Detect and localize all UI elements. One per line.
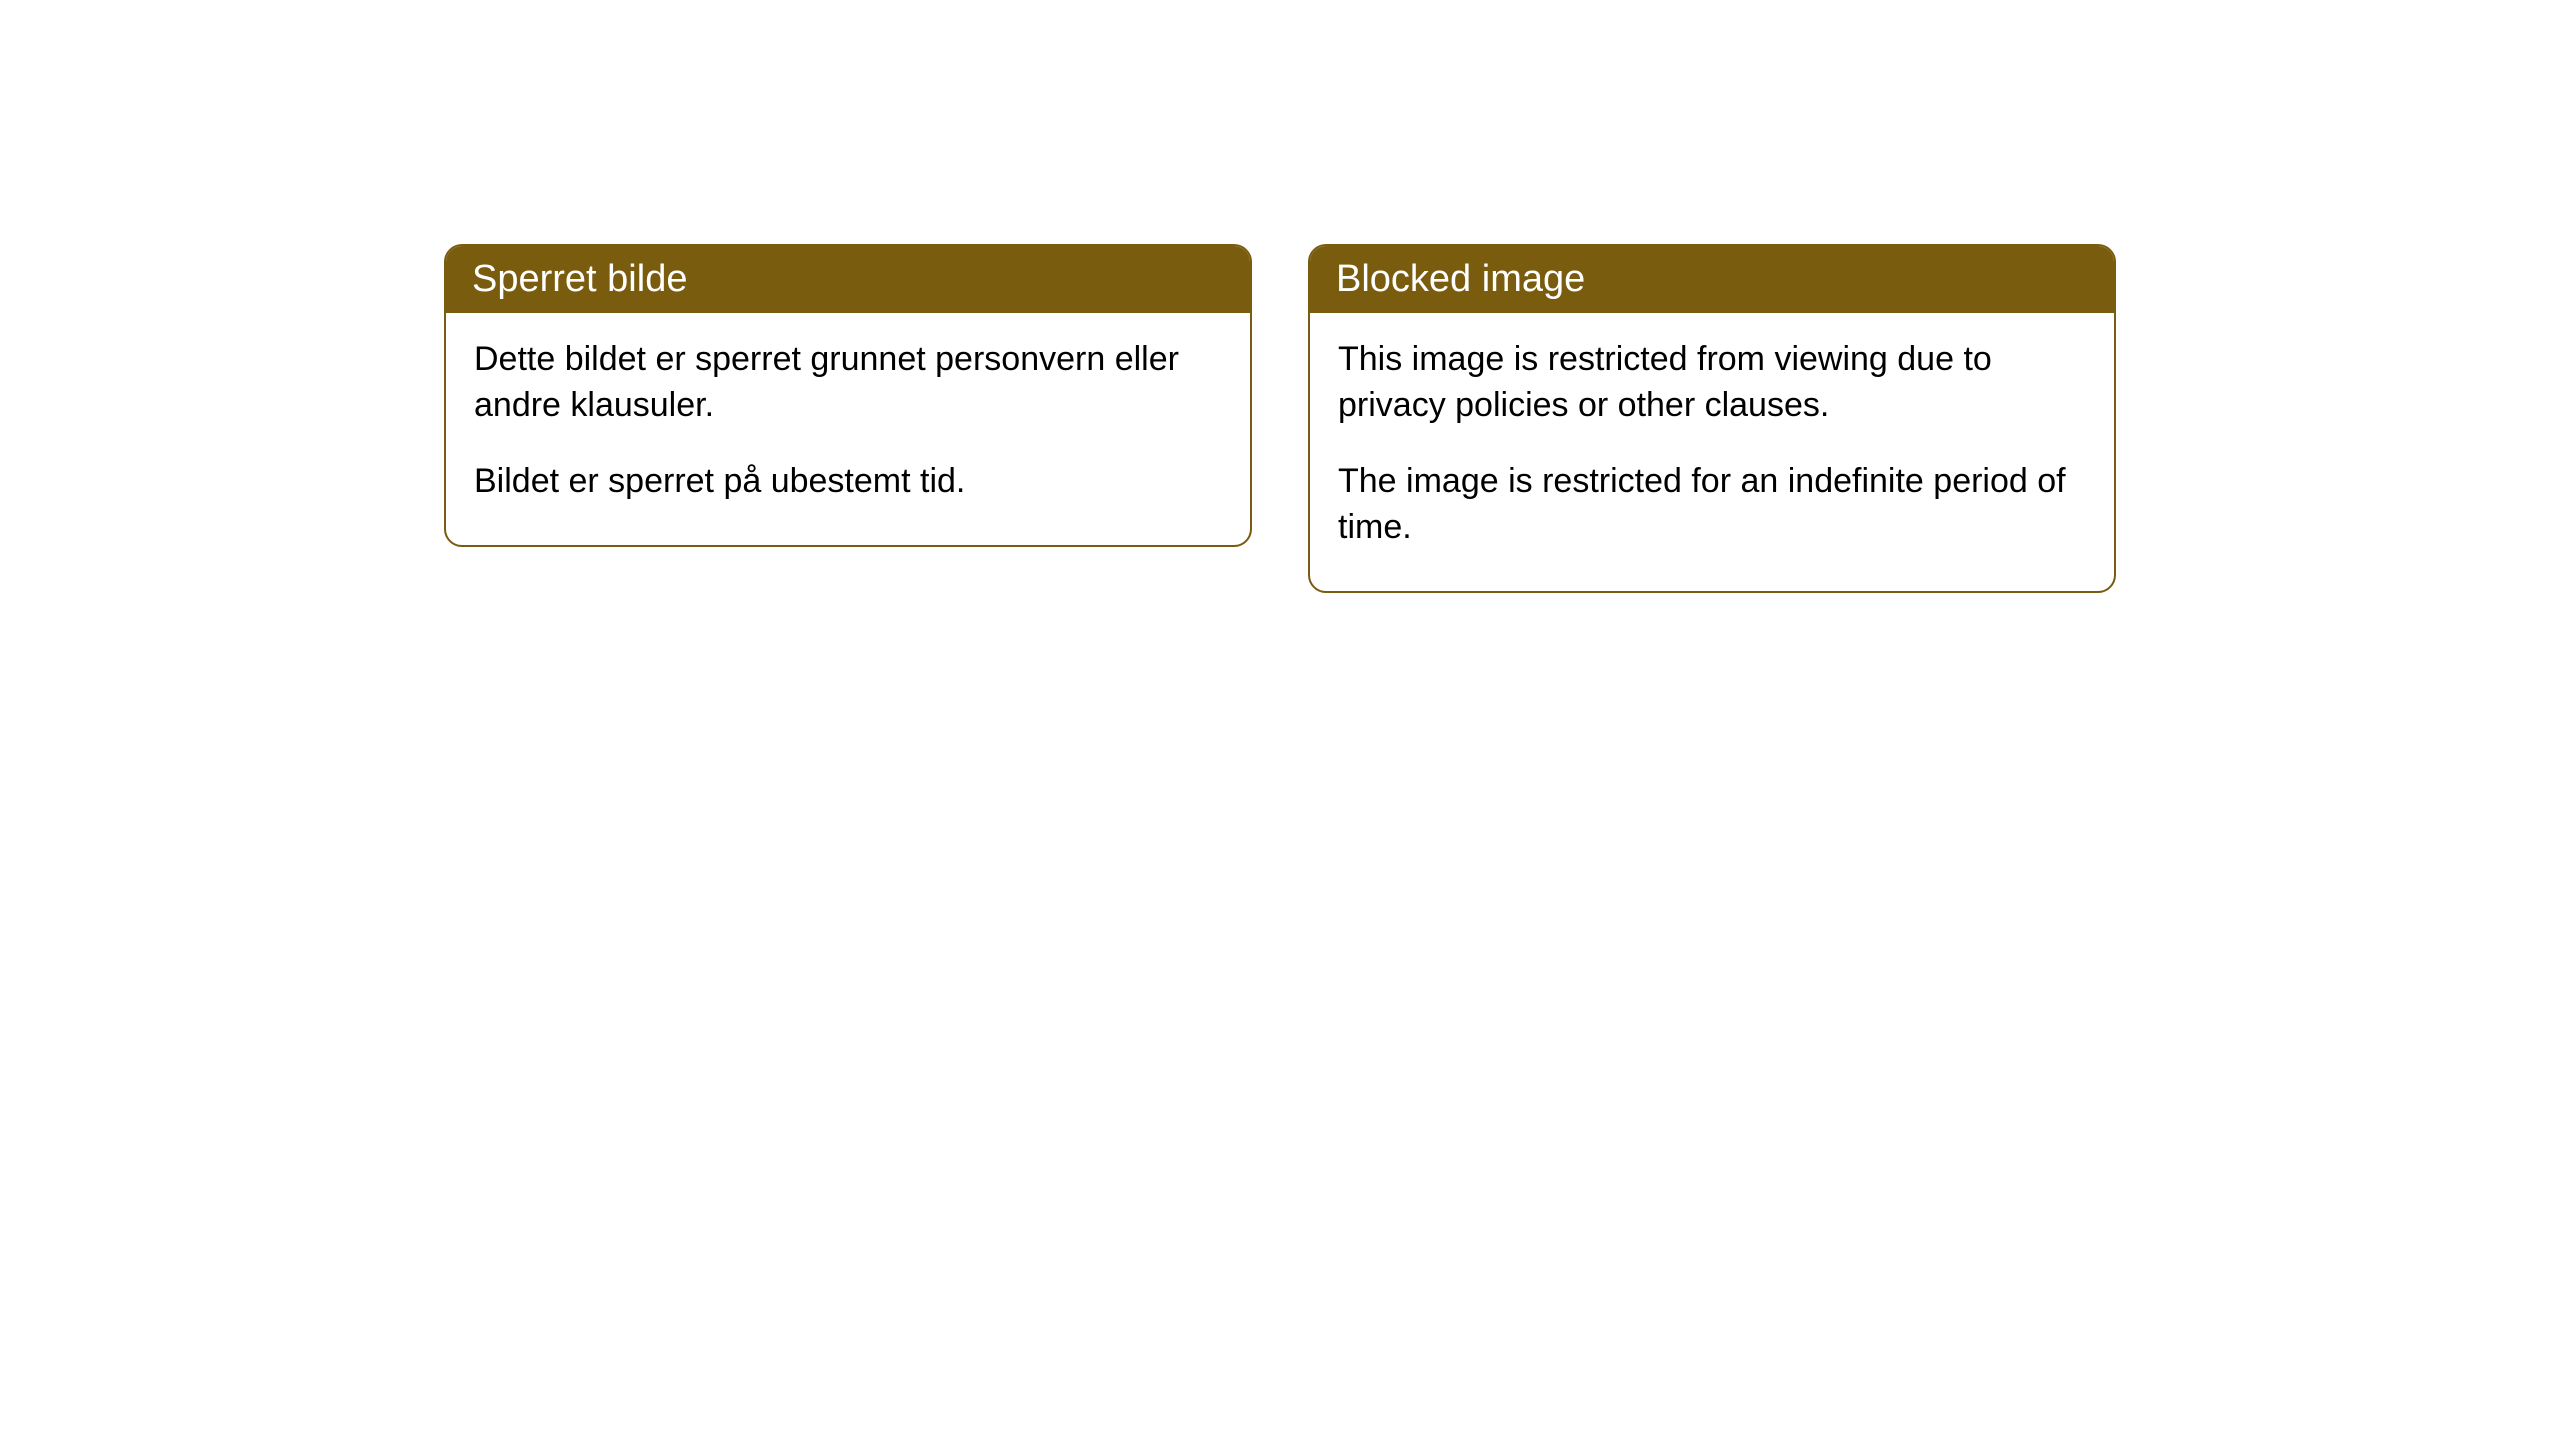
card-header-english: Blocked image (1310, 246, 2114, 313)
card-title-english: Blocked image (1336, 258, 1585, 300)
card-body-english: This image is restricted from viewing du… (1310, 313, 2114, 591)
card-paragraph-2-english: The image is restricted for an indefinit… (1338, 459, 2086, 551)
card-header-norwegian: Sperret bilde (446, 246, 1250, 313)
card-english: Blocked image This image is restricted f… (1308, 244, 2116, 593)
card-body-norwegian: Dette bildet er sperret grunnet personve… (446, 313, 1250, 545)
card-paragraph-1-norwegian: Dette bildet er sperret grunnet personve… (474, 337, 1222, 429)
card-paragraph-2-norwegian: Bildet er sperret på ubestemt tid. (474, 459, 1222, 505)
cards-container: Sperret bilde Dette bildet er sperret gr… (444, 244, 2116, 1440)
card-title-norwegian: Sperret bilde (472, 258, 687, 300)
card-paragraph-1-english: This image is restricted from viewing du… (1338, 337, 2086, 429)
card-norwegian: Sperret bilde Dette bildet er sperret gr… (444, 244, 1252, 547)
